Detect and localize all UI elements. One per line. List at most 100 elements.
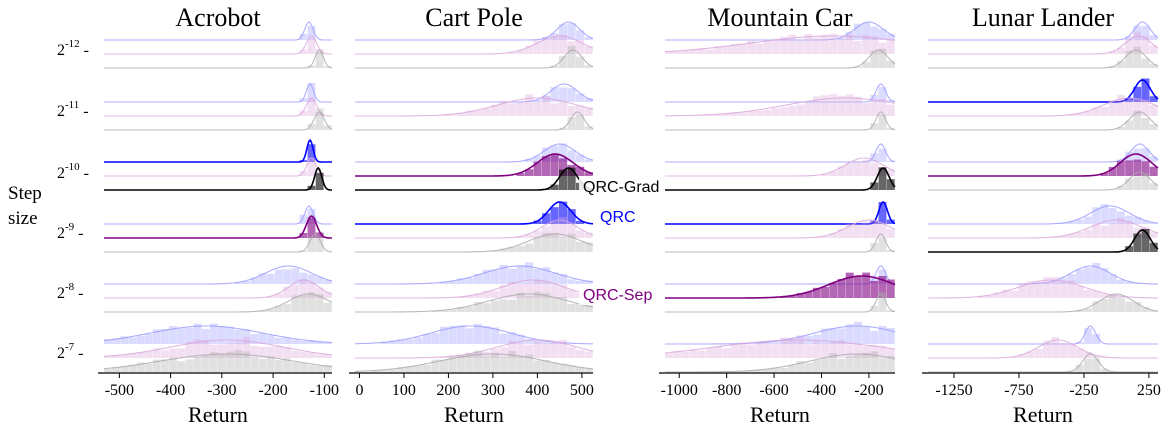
- histogram-bar: [567, 117, 576, 130]
- histogram-bar: [136, 352, 145, 358]
- panel-mountain-car: Mountain Car -1000 -800 -600 -400 -200 Return: [659, 3, 896, 427]
- histogram-bar: [1125, 97, 1134, 102]
- histogram-bar: [576, 241, 585, 252]
- histogram-bar: [533, 220, 542, 224]
- histogram-bar: [533, 279, 542, 298]
- x-tick-label: 250: [1137, 382, 1161, 399]
- histogram-bar: [584, 368, 593, 372]
- density-curve-qrc: [665, 143, 896, 163]
- density-curve-qrc-sep: [355, 219, 594, 239]
- histogram-bar: [584, 232, 593, 238]
- density-curve-qrc-sep: [928, 339, 1158, 359]
- histogram-bar: [499, 333, 508, 344]
- histogram-bar: [567, 23, 576, 40]
- histogram-bar: [559, 284, 568, 298]
- histogram-bar: [1149, 35, 1158, 40]
- x-tick-label: -750: [1004, 382, 1033, 399]
- histogram-bar: [1133, 31, 1142, 54]
- x-tick-label: -250: [1069, 382, 1098, 399]
- density-curve-qrc-grad: [665, 49, 896, 69]
- histogram-bar: [266, 356, 275, 372]
- histogram-bar: [533, 339, 542, 344]
- histogram-bar: [559, 274, 568, 284]
- histogram-bar: [771, 367, 780, 372]
- histogram-bar: [499, 264, 508, 284]
- histogram-bar: [845, 356, 854, 372]
- histogram-bar: [120, 355, 129, 358]
- histogram-bar: [185, 359, 194, 372]
- histogram-bar: [567, 222, 576, 238]
- histogram-bar: [829, 341, 838, 358]
- histogram-bar: [457, 306, 466, 312]
- histogram-bar: [516, 343, 525, 358]
- histogram-bar: [1133, 227, 1142, 238]
- histogram-bar: [853, 23, 862, 40]
- density-curve-qrc: [928, 265, 1159, 285]
- histogram-bar: [315, 287, 324, 298]
- histogram-bar: [1141, 35, 1150, 54]
- histogram-bar: [550, 154, 559, 176]
- histogram-bar: [440, 114, 449, 116]
- density-curve-qrc: [104, 205, 332, 225]
- legend-label: QRC-Grad: [583, 179, 659, 196]
- density-curve-qrc-sep: [355, 97, 594, 117]
- histogram-bar: [812, 37, 821, 54]
- histogram-bar: [1141, 78, 1150, 102]
- histogram-bar: [448, 281, 457, 284]
- histogram-bar: [878, 345, 887, 358]
- histogram-bar: [323, 66, 332, 68]
- histogram-bar: [491, 327, 500, 344]
- histogram-bar: [201, 339, 210, 358]
- y-axis-title-line1: Step: [8, 183, 42, 204]
- step-size-label: 2-7 -: [57, 341, 84, 362]
- histogram-bar: [533, 291, 542, 312]
- density-curve-qrc-grad: [104, 293, 333, 313]
- histogram-bar: [499, 284, 508, 298]
- histogram-bar: [559, 201, 568, 224]
- histogram-bar: [152, 359, 161, 372]
- histogram-bar: [1133, 98, 1142, 116]
- histogram-bar: [886, 160, 895, 162]
- histogram-bar: [788, 338, 797, 358]
- histogram-bar: [738, 342, 747, 358]
- histogram-bar: [323, 125, 332, 130]
- density-curve-qrc-grad: [104, 166, 332, 191]
- density-curve-qrc: [355, 143, 594, 163]
- density-curve-qrc-sep: [665, 275, 896, 299]
- x-axis-label: Return: [1013, 402, 1073, 427]
- histogram-bar: [1092, 207, 1101, 224]
- histogram-bar: [1001, 289, 1010, 298]
- histogram-bar: [1084, 358, 1092, 372]
- histogram-bar: [1116, 159, 1125, 162]
- histogram-bar: [1125, 39, 1134, 54]
- histogram-bar: [525, 296, 534, 312]
- histogram-bar: [821, 173, 829, 176]
- histogram-bar: [771, 344, 780, 358]
- histogram-bar: [299, 214, 308, 224]
- histogram-bar: [234, 329, 243, 344]
- histogram-bar: [291, 268, 300, 284]
- histogram-bar: [1125, 160, 1134, 176]
- histogram-bar: [550, 207, 559, 224]
- histogram-bar: [665, 50, 673, 54]
- histogram-bar: [307, 98, 316, 116]
- histogram-bar: [315, 365, 324, 372]
- histogram-bar: [299, 272, 308, 284]
- histogram-bar: [307, 274, 316, 284]
- histogram-bar: [821, 343, 829, 358]
- histogram-bar: [550, 36, 559, 54]
- histogram-bar: [299, 278, 308, 298]
- histogram-bar: [559, 127, 568, 130]
- histogram-bar: [516, 245, 525, 252]
- histogram-bar: [1116, 126, 1125, 130]
- x-tick-label: 100: [392, 382, 416, 399]
- histogram-bar: [862, 272, 871, 298]
- histogram-bar: [755, 110, 764, 116]
- histogram-bar: [780, 367, 788, 372]
- histogram-bar: [299, 363, 308, 372]
- histogram-bar: [104, 369, 112, 372]
- histogram-bar: [878, 114, 887, 130]
- histogram-bar: [550, 342, 559, 344]
- histogram-bar: [1149, 232, 1158, 238]
- panel-title: Lunar Lander: [972, 3, 1115, 32]
